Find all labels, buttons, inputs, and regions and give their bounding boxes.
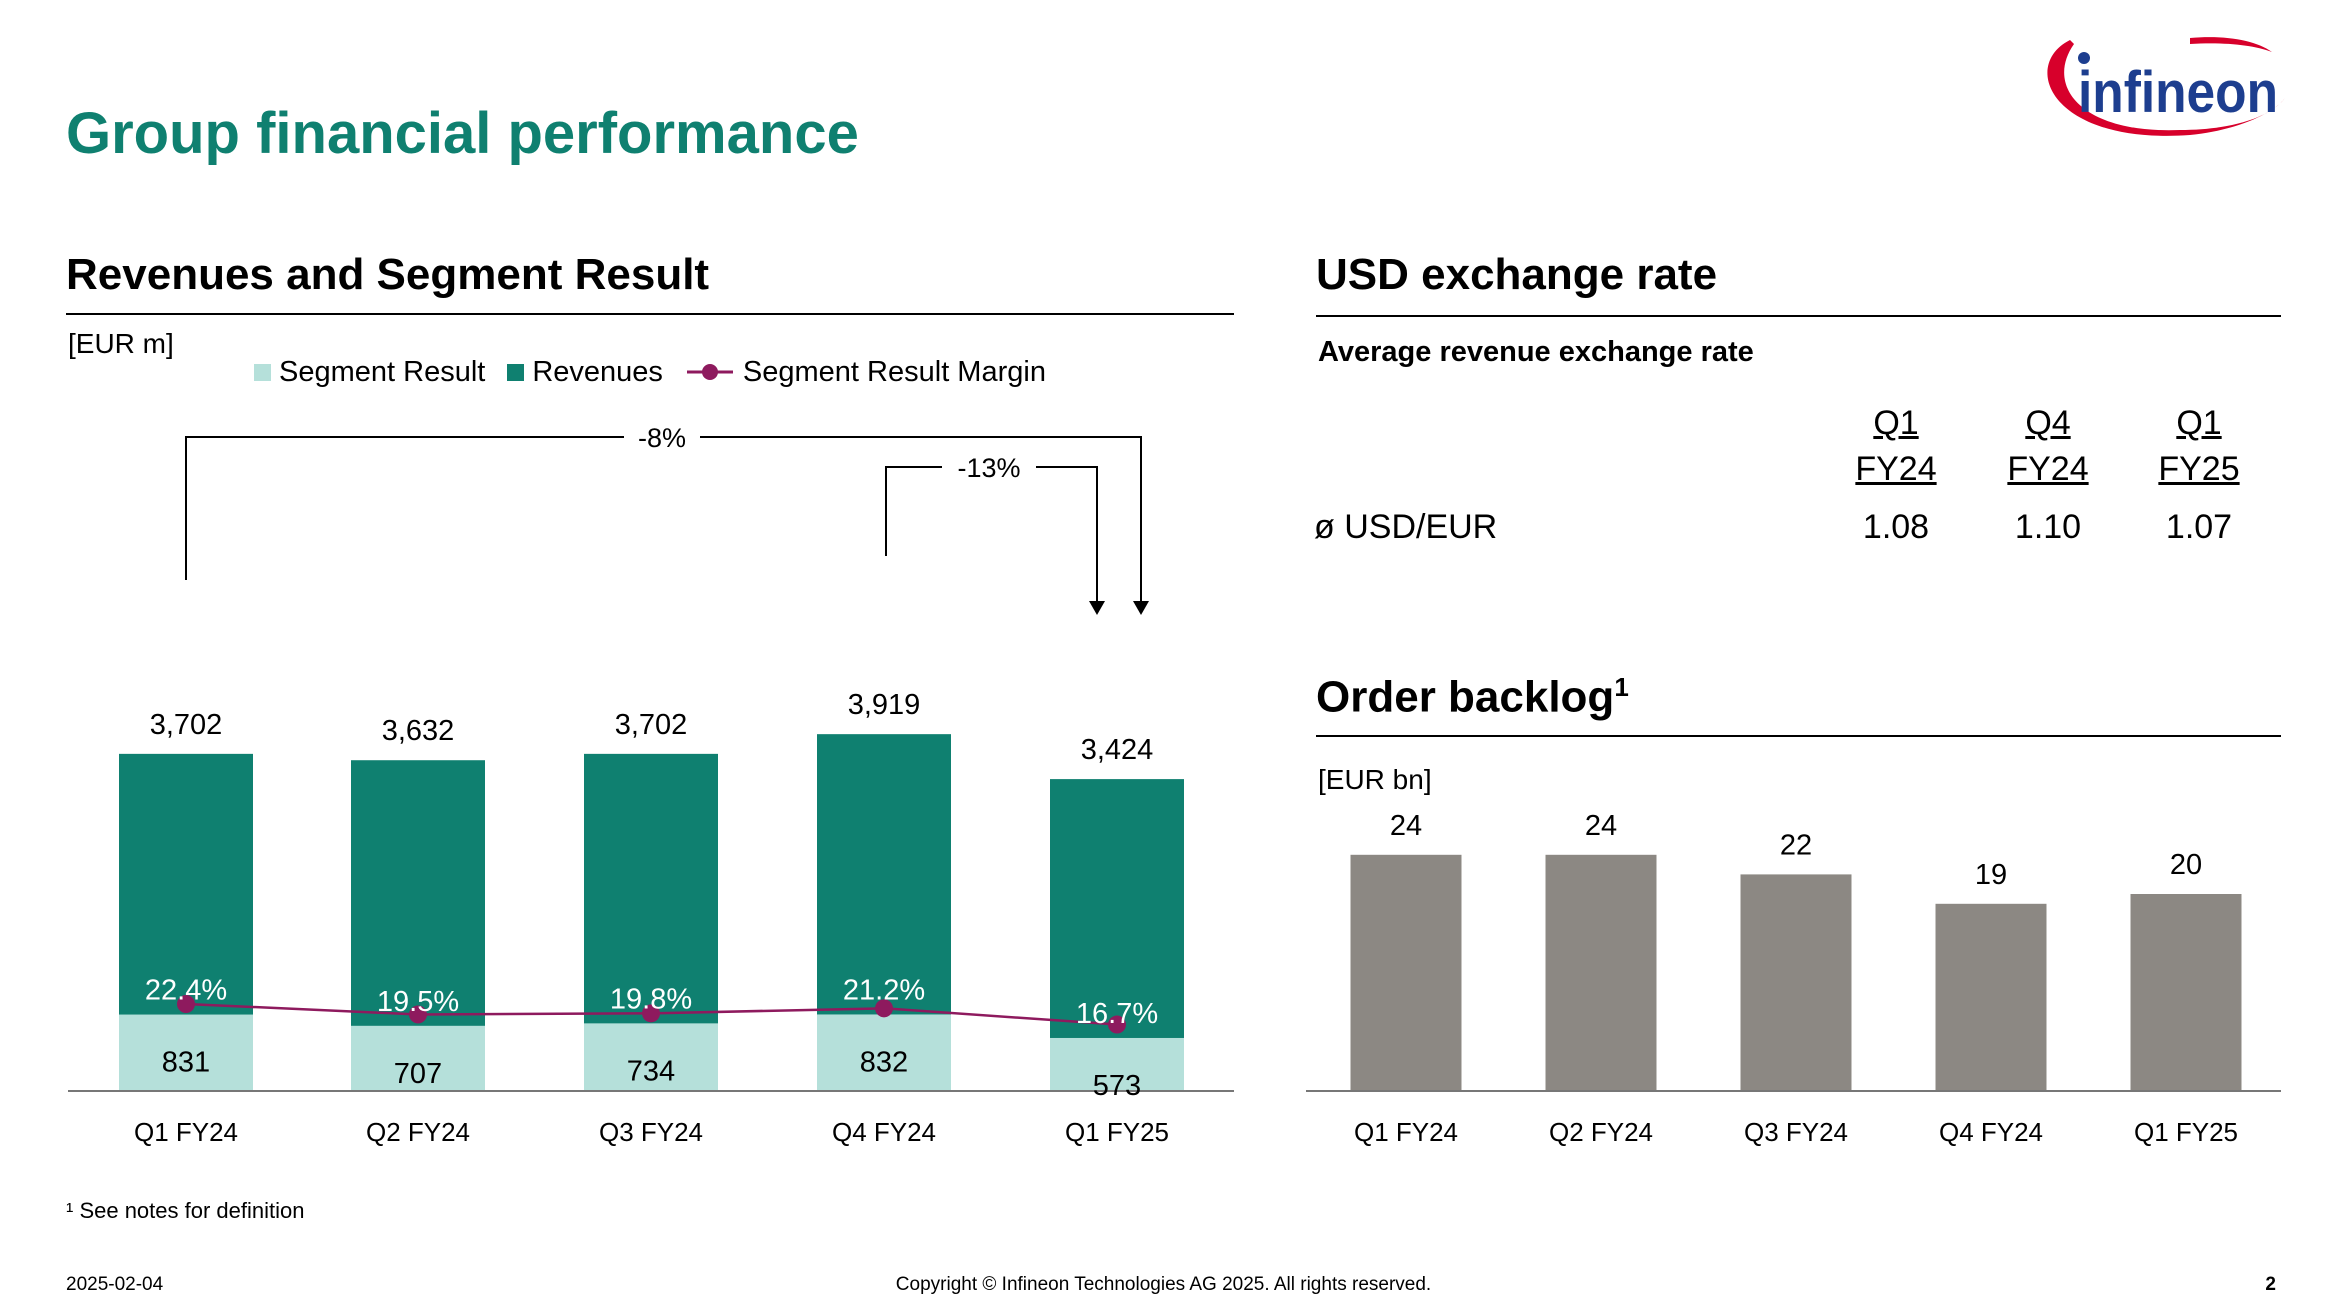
legend-label-margin: Segment Result Margin xyxy=(742,355,1046,388)
x-tick-label: Q1 FY25 xyxy=(1065,1117,1169,1147)
revenue-value-label: 3,424 xyxy=(1081,734,1154,766)
legend-item-revenues: Revenues xyxy=(507,356,663,389)
backlog-value-label: 24 xyxy=(1390,810,1422,842)
revenues-legend: Segment Result Revenues Segment Result M… xyxy=(254,352,1068,392)
page-number: 2 xyxy=(2265,1274,2276,1295)
segment-result-value-label: 832 xyxy=(860,1046,908,1078)
margin-point xyxy=(642,1004,660,1023)
x-tick-label: Q3 FY24 xyxy=(1744,1117,1848,1147)
margin-value-label: 19.5% xyxy=(377,986,459,1018)
margin-value-label: 19.8% xyxy=(610,983,692,1015)
revenues-title-rule xyxy=(66,313,1234,315)
x-tick-label: Q4 FY24 xyxy=(1939,1117,2043,1147)
legend-label-segment-result: Segment Result xyxy=(279,355,486,388)
margin-value-label: 22.4% xyxy=(145,975,227,1007)
change-bracket-right xyxy=(700,436,1142,603)
margin-point xyxy=(875,999,893,1018)
legend-item-margin: Segment Result Margin xyxy=(685,356,1046,389)
backlog-value-label: 24 xyxy=(1585,810,1617,842)
revenues-unit-label: [EUR m] xyxy=(68,328,174,359)
rate-col-header-line1: Q1 xyxy=(1873,404,1919,442)
revenues-swatch xyxy=(507,363,525,381)
margin-value-label: 21.2% xyxy=(843,974,925,1006)
margin-line-swatch xyxy=(686,364,733,380)
margin-point xyxy=(177,995,195,1013)
backlog-bar xyxy=(2130,894,2242,1090)
segment-result-bar xyxy=(1050,1037,1184,1090)
rate-col-header-line1: Q4 xyxy=(2025,404,2071,442)
usd-title-rule xyxy=(1316,315,2281,317)
backlog-value-label: 22 xyxy=(1780,829,1812,861)
infineon-logo: infineon xyxy=(2047,37,2285,136)
x-tick-label: Q3 FY24 xyxy=(599,1117,703,1147)
rate-col-header-line2: FY24 xyxy=(2007,450,2089,488)
rate-col-header-q1fy24: Q1 FY24 xyxy=(1831,400,1961,492)
revenue-value-label: 3,702 xyxy=(150,709,223,741)
segment-result-bar xyxy=(584,1023,718,1090)
x-tick-label: Q1 FY24 xyxy=(1354,1117,1458,1147)
footnote: ¹ See notes for definition xyxy=(66,1198,305,1223)
revenue-value-label: 3,702 xyxy=(615,709,688,741)
segment-result-bar xyxy=(817,1014,951,1090)
backlog-value-label: 19 xyxy=(1975,859,2007,891)
rate-value-q1fy24: 1.08 xyxy=(1862,508,1930,546)
x-tick-label: Q2 FY24 xyxy=(366,1117,470,1147)
x-tick-label: Q4 FY24 xyxy=(832,1117,936,1147)
x-tick-label: Q1 FY25 xyxy=(2134,1117,2238,1147)
legend-label-revenues: Revenues xyxy=(532,355,663,388)
legend-item-segment-result: Segment Result xyxy=(254,356,485,389)
backlog-bar xyxy=(1545,854,1657,1090)
usd-section-title: USD exchange rate xyxy=(1316,250,1718,299)
change-bracket-left xyxy=(185,436,624,580)
x-tick-label: Q2 FY24 xyxy=(1549,1117,1653,1147)
rate-col-header-line1: Q1 xyxy=(2176,404,2222,442)
segment-result-value-label: 831 xyxy=(162,1047,210,1079)
footer-date: 2025-02-04 xyxy=(66,1274,164,1295)
change-annotation-label: -13% xyxy=(957,453,1020,483)
revenue-value-label: 3,632 xyxy=(382,715,455,747)
margin-point xyxy=(409,1005,427,1024)
backlog-title-footnote-marker: 1 xyxy=(1614,672,1629,702)
segment-result-value-label: 573 xyxy=(1093,1070,1141,1102)
backlog-section-title: Order backlog1 xyxy=(1316,672,1629,723)
backlog-unit-label: [EUR bn] xyxy=(1318,764,1432,795)
segment-result-bar xyxy=(119,1014,253,1090)
backlog-bar xyxy=(1350,854,1462,1090)
svg-text:infineon: infineon xyxy=(2078,60,2278,125)
segment-result-value-label: 734 xyxy=(627,1055,675,1087)
rate-col-header-line2: FY25 xyxy=(2158,450,2240,488)
margin-point xyxy=(1108,1015,1126,1034)
change-bracket-right xyxy=(1036,466,1098,603)
usd-row-label: ø USD/EUR xyxy=(1314,508,1498,546)
footer-copyright: Copyright © Infineon Technologies AG 202… xyxy=(895,1274,1432,1295)
segment-result-bar xyxy=(351,1025,485,1090)
change-arrowhead xyxy=(1133,601,1149,615)
change-bracket-left xyxy=(885,466,942,556)
segment-result-swatch xyxy=(254,363,271,381)
rate-col-header-line2: FY24 xyxy=(1855,450,1937,488)
backlog-bar xyxy=(1935,903,2047,1090)
revenues-section-title: Revenues and Segment Result xyxy=(66,250,710,299)
backlog-title-rule xyxy=(1316,735,2281,737)
change-annotation-label: -8% xyxy=(638,423,686,453)
usd-subtitle: Average revenue exchange rate xyxy=(1318,336,1754,368)
rate-value-q4fy24: 1.10 xyxy=(2014,508,2082,546)
page-title: Group financial performance xyxy=(66,101,859,166)
rate-col-header-q1fy25: Q1 FY25 xyxy=(2134,400,2264,492)
x-tick-label: Q1 FY24 xyxy=(134,1117,238,1147)
backlog-title-text: Order backlog xyxy=(1316,672,1615,722)
revenue-value-label: 3,919 xyxy=(848,689,921,721)
segment-result-value-label: 707 xyxy=(394,1058,442,1090)
backlog-value-label: 20 xyxy=(2170,849,2202,881)
margin-value-label: 16.7% xyxy=(1076,998,1158,1030)
backlog-bar xyxy=(1740,874,1852,1090)
rate-col-header-q4fy24: Q4 FY24 xyxy=(1983,400,2113,492)
rate-value-q1fy25: 1.07 xyxy=(2165,508,2233,546)
change-arrowhead xyxy=(1089,601,1105,615)
